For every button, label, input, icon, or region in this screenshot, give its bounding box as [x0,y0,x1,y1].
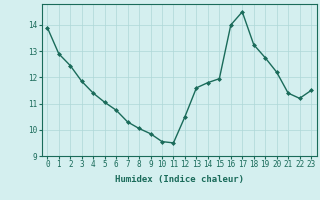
X-axis label: Humidex (Indice chaleur): Humidex (Indice chaleur) [115,175,244,184]
